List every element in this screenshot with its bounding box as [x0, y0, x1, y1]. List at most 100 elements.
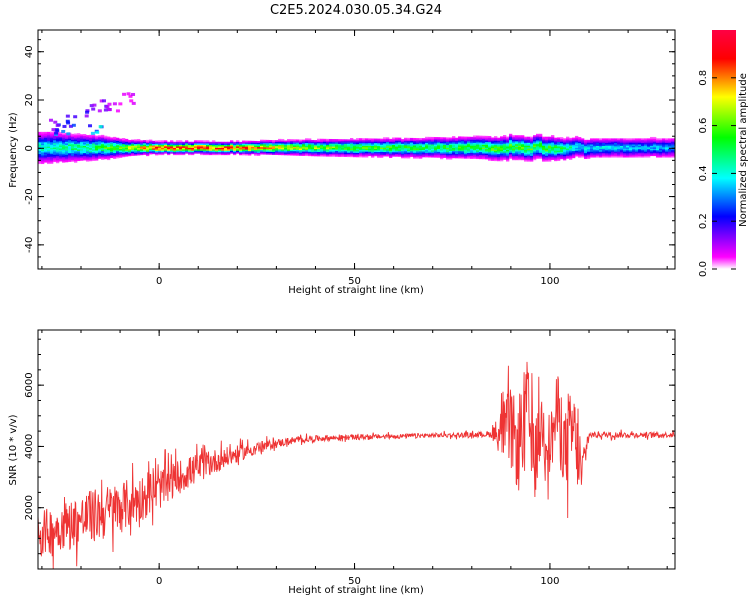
heatmap-cell — [584, 142, 588, 145]
heatmap-cell — [62, 140, 66, 143]
heatmap-cell — [413, 155, 417, 158]
heatmap-cell — [329, 154, 333, 157]
heatmap-cell — [278, 146, 282, 148]
heatmap-cell — [581, 147, 585, 149]
heatmap-cell — [494, 143, 498, 146]
heatmap-cell — [119, 147, 123, 150]
heatmap-cell — [491, 137, 495, 140]
heatmap-cell — [95, 157, 99, 160]
heatmap-cell — [266, 142, 270, 145]
heatmap-cell — [263, 139, 267, 142]
heatmap-cell — [440, 148, 444, 151]
heatmap-cell — [74, 149, 78, 152]
heatmap-cell — [656, 152, 660, 155]
heatmap-cell — [587, 157, 591, 159]
heatmap-cell — [455, 147, 459, 150]
heatmap-blob — [68, 124, 73, 128]
heatmap-cell — [89, 156, 93, 159]
heatmap-cell — [41, 131, 45, 134]
heatmap-cell — [596, 152, 600, 155]
heatmap-cell — [86, 155, 90, 158]
heatmap-cell — [641, 139, 645, 142]
heatmap-cell — [197, 140, 201, 143]
heatmap-cell — [563, 154, 567, 157]
heatmap-cell — [611, 144, 615, 146]
heatmap-cell — [50, 149, 54, 151]
heatmap-cell — [608, 152, 612, 155]
heatmap-cell — [407, 139, 411, 142]
heatmap-cell — [365, 147, 369, 149]
heatmap-cell — [71, 154, 75, 156]
heatmap-cell — [560, 148, 564, 151]
heatmap-blob — [95, 130, 100, 134]
heatmap-cell — [476, 141, 480, 144]
heatmap-cell — [89, 139, 93, 141]
heatmap-cell — [338, 153, 342, 156]
heatmap-cell — [77, 139, 81, 141]
heatmap-cell — [548, 158, 552, 161]
heatmap-cell — [350, 140, 354, 143]
heatmap-cell — [89, 152, 93, 154]
heatmap-cell — [428, 148, 432, 151]
heatmap-cell — [347, 150, 351, 153]
heatmap-cell — [359, 142, 363, 145]
heatmap-cell — [323, 151, 327, 154]
heatmap-cell — [104, 157, 108, 160]
heatmap-cell — [311, 141, 315, 144]
heatmap-cell — [329, 150, 333, 153]
heatmap-cell — [86, 139, 90, 142]
heatmap-cell — [617, 147, 621, 149]
heatmap-cell — [47, 150, 51, 153]
heatmap-cell — [467, 141, 471, 143]
heatmap-cell — [347, 153, 351, 156]
heatmap-cell — [467, 148, 471, 151]
heatmap-cell — [164, 143, 168, 145]
heatmap-cell — [485, 138, 489, 141]
heatmap-cell — [317, 154, 321, 157]
heatmap-cell — [551, 158, 555, 160]
heatmap-cell — [53, 142, 57, 145]
heatmap-cell — [524, 138, 528, 140]
heatmap-cell — [122, 140, 126, 143]
heatmap-cell — [89, 142, 93, 144]
heatmap-cell — [476, 150, 480, 152]
heatmap-cell — [389, 143, 393, 145]
heatmap-cell — [317, 144, 321, 147]
heatmap-cell — [608, 149, 612, 152]
heatmap-cell — [545, 156, 549, 159]
heatmap-cell — [41, 160, 45, 163]
heatmap-cell — [458, 146, 462, 149]
heatmap-cell — [356, 145, 360, 148]
heatmap-cell — [365, 155, 369, 158]
heatmap-cell — [353, 143, 357, 146]
heatmap-cell — [410, 143, 414, 146]
heatmap-cell — [56, 155, 60, 158]
heatmap-cell — [176, 141, 180, 144]
heatmap-cell — [353, 149, 357, 152]
heatmap-cell — [539, 141, 543, 143]
colorbar-tick-label: 0.0 — [698, 261, 709, 277]
heatmap-cell — [269, 150, 273, 152]
heatmap-cell — [470, 136, 474, 139]
heatmap-cell — [59, 148, 63, 150]
heatmap-cell — [389, 140, 393, 143]
heatmap-blob — [66, 132, 71, 136]
heatmap-cell — [500, 140, 504, 143]
heatmap-cell — [608, 141, 612, 144]
heatmap-cell — [500, 142, 504, 144]
heatmap-cell — [83, 142, 87, 145]
heatmap-blob — [122, 92, 127, 96]
heatmap-cell — [128, 145, 132, 148]
heatmap-cell — [119, 148, 123, 151]
heatmap-cell — [554, 147, 558, 150]
heatmap-cell — [50, 153, 54, 156]
heatmap-cell — [170, 150, 174, 153]
heatmap-cell — [659, 145, 663, 148]
heatmap-cell — [362, 146, 366, 149]
heatmap-cell — [353, 155, 357, 158]
heatmap-cell — [269, 153, 273, 155]
heatmap-cell — [518, 142, 522, 145]
heatmap-cell — [383, 147, 387, 150]
heatmap-cell — [164, 150, 168, 153]
heatmap-cell — [269, 147, 273, 149]
